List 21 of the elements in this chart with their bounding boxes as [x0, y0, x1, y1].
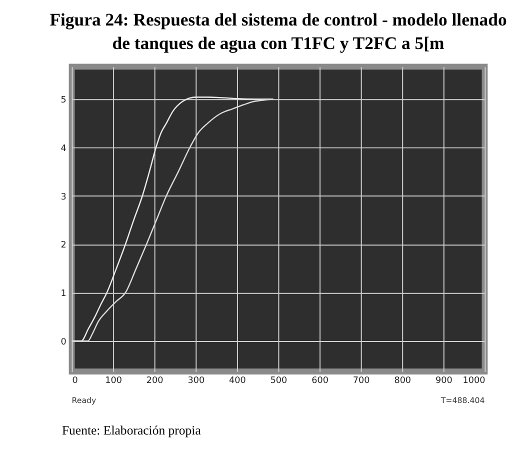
chart-title: Figura 24: Respuesta del sistema de control - modelo llenado de tanques de agua con T1FC y T2FC a 5[m: [50, 9, 507, 53]
x-tick-label: 900: [435, 376, 453, 386]
y-tick-label: 0: [60, 337, 67, 348]
x-tick-label: 1000: [462, 376, 486, 386]
y-tick-label: 3: [60, 192, 66, 202]
x-tick-label: 500: [270, 376, 288, 386]
x-tick-label: 700: [352, 376, 370, 386]
x-tick-label: 100: [105, 376, 122, 386]
y-tick-label: 1: [60, 289, 66, 300]
y-tick-label: 4: [60, 144, 67, 154]
y-tick-label: 2: [60, 240, 66, 251]
source-note: Fuente: Elaboración propia: [62, 423, 202, 438]
x-tick-label: 800: [394, 376, 412, 386]
x-tick-label: 400: [229, 376, 246, 386]
y-tick-label: 5: [60, 96, 66, 106]
text: T=488.404: [440, 396, 485, 405]
x-tick-label: 300: [188, 376, 205, 386]
x-tick-label: 0: [72, 376, 78, 386]
x-tick-label: 600: [312, 376, 329, 386]
text: Ready: [72, 396, 97, 405]
x-tick-label: 200: [146, 376, 164, 386]
